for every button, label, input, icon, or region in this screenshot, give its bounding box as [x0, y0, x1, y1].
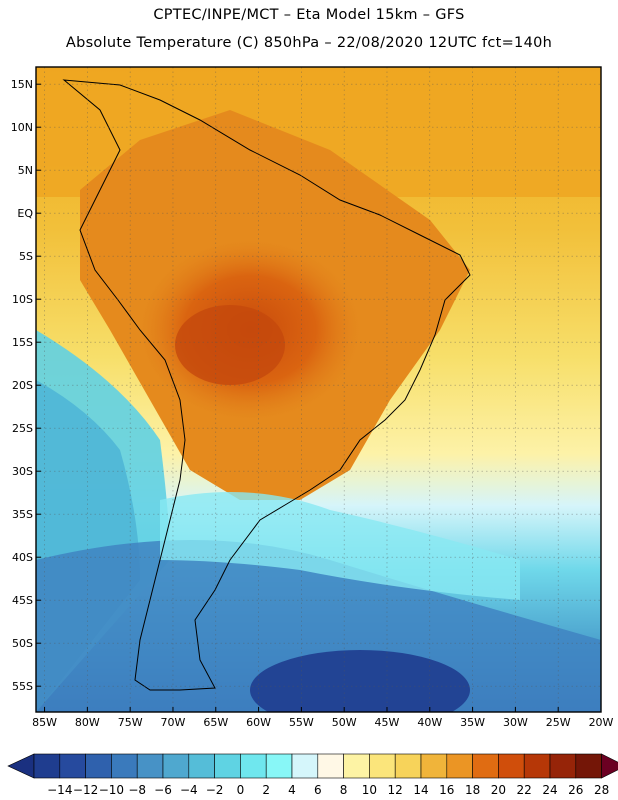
colorbar-cell: [33, 753, 61, 779]
colorbar-cell: [188, 753, 215, 779]
colorbar-label: 10: [362, 783, 377, 797]
lon-tick-label: 65W: [203, 716, 228, 729]
lat-tick-label: 30S: [12, 465, 33, 478]
lat-tick-label: 45S: [12, 594, 33, 607]
latitude-labels: 15N 10N 5N EQ 5S 10S 15S 20S 25S 30S 35S 40S 45S 50S 5…: [11, 78, 41, 693]
colorbar-cell: [265, 753, 293, 779]
lon-tick-label: 35W: [460, 716, 485, 729]
lon-tick-label: 45W: [375, 716, 400, 729]
colorbar-cell: [214, 753, 241, 779]
colorbar-cell: [162, 753, 190, 779]
colorbar-cell: [472, 753, 499, 779]
field-hot-spot: [175, 305, 285, 385]
lat-tick-label: EQ: [17, 207, 33, 220]
field-layer: [36, 67, 601, 712]
colorbar-label: 6: [314, 783, 322, 797]
colorbar-cell: [291, 753, 319, 779]
lon-tick-label: 40W: [417, 716, 442, 729]
colorbar-label: 16: [439, 783, 454, 797]
colorbar-cell: [420, 753, 448, 779]
colorbar-cell: [394, 753, 422, 779]
colorbar: −14 −12 −10 −8 −6 −4 −2 0 2 4 6 8 10 12 14 16 18 20 22 24 26…: [7, 753, 618, 797]
colorbar-label: −14: [47, 783, 72, 797]
colorbar-label: −6: [154, 783, 172, 797]
colorbar-label: 14: [413, 783, 428, 797]
chart-title-line-2: Absolute Temperature (C) 850hPa – 22/08/…: [65, 35, 553, 51]
colorbar-cell: [549, 753, 577, 779]
lat-tick-label: 10S: [12, 293, 33, 306]
colorbar-cell: [136, 753, 164, 779]
colorbar-over-arrow: [601, 753, 618, 779]
colorbar-label: 0: [237, 783, 245, 797]
colorbar-label: −12: [73, 783, 98, 797]
lat-tick-label: 40S: [12, 551, 33, 564]
lat-tick-label: 20S: [12, 379, 33, 392]
colorbar-label: 28: [594, 783, 609, 797]
longitude-labels: 85W 80W 75W 70W 65W 60W 55W 50W 45W 40W 35W 30W 25W 2…: [32, 707, 614, 729]
colorbar-cell: [85, 753, 112, 779]
colorbar-cell: [575, 753, 602, 779]
lat-tick-label: 55S: [12, 680, 33, 693]
colorbar-cell: [523, 753, 551, 779]
map-frame: [35, 66, 602, 713]
colorbar-cell: [343, 753, 370, 779]
lon-tick-label: 70W: [161, 716, 186, 729]
colorbar-label: −4: [180, 783, 198, 797]
south-america-outline: [62, 79, 471, 691]
field-south-cold: [36, 540, 601, 712]
colorbar-label: 18: [465, 783, 480, 797]
colorbar-under-arrow: [7, 753, 35, 779]
colorbar-cell: [111, 753, 138, 779]
lat-tick-label: 5N: [18, 164, 33, 177]
lat-tick-label: 15S: [12, 336, 33, 349]
lon-tick-label: 50W: [332, 716, 357, 729]
colorbar-label: 12: [388, 783, 403, 797]
lon-tick-label: 30W: [503, 716, 528, 729]
lon-tick-label: 80W: [75, 716, 100, 729]
lon-tick-label: 25W: [546, 716, 571, 729]
colorbar-label: 4: [288, 783, 296, 797]
lon-tick-label: 20W: [589, 716, 614, 729]
field-south-deep-cold: [250, 650, 470, 712]
colorbar-label: 24: [542, 783, 557, 797]
lat-tick-label: 25S: [12, 422, 33, 435]
colorbar-cell: [446, 753, 473, 779]
lon-tick-label: 60W: [246, 716, 271, 729]
colorbar-label: 8: [340, 783, 348, 797]
lon-tick-label: 55W: [289, 716, 314, 729]
field-midlat-cool: [160, 492, 520, 600]
colorbar-label: −2: [206, 783, 224, 797]
chart-title-line-1: CPTEC/INPE/MCT – Eta Model 15km – GFS: [153, 7, 465, 23]
colorbar-cell: [240, 753, 267, 779]
colorbar-cell: [369, 753, 396, 779]
lat-tick-label: 35S: [12, 508, 33, 521]
colorbar-label: 2: [262, 783, 270, 797]
lat-tick-label: 10N: [11, 121, 33, 134]
colorbar-cell: [498, 753, 525, 779]
lon-tick-label: 75W: [118, 716, 143, 729]
colorbar-label: −10: [99, 783, 124, 797]
colorbar-cell: [59, 753, 86, 779]
colorbar-label: 26: [568, 783, 583, 797]
colorbar-label: −8: [128, 783, 146, 797]
colorbar-label: 22: [517, 783, 532, 797]
lon-tick-label: 85W: [32, 716, 57, 729]
lat-tick-label: 50S: [12, 637, 33, 650]
lat-tick-label: 15N: [11, 78, 33, 91]
lat-tick-label: 5S: [19, 250, 33, 263]
colorbar-label: 20: [491, 783, 506, 797]
colorbar-cell: [317, 753, 344, 779]
